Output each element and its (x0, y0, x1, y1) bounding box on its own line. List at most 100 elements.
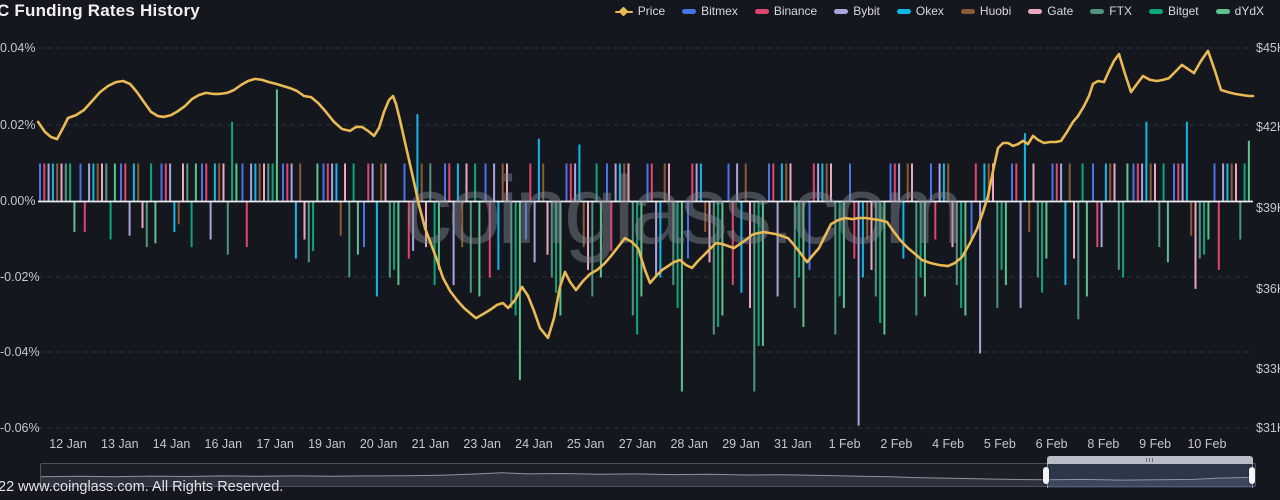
funding-bar (1162, 163, 1165, 202)
legend-item-okex[interactable]: Okex (896, 4, 944, 18)
legend-item-bitmex[interactable]: Bitmex (682, 4, 738, 18)
funding-bar (808, 201, 811, 270)
funding-bar (412, 201, 415, 251)
funding-bar (1185, 121, 1188, 202)
navigator-move-handle[interactable] (1047, 456, 1253, 464)
funding-bar (1141, 163, 1144, 202)
funding-bar (1085, 201, 1088, 297)
funding-bar (731, 201, 734, 286)
legend: Price Bitmex Binance Bybit Okex Huobi Gate FTX B… (614, 4, 1264, 18)
funding-bar (627, 163, 630, 202)
funding-bar (780, 163, 783, 202)
navigator-area-chart (41, 472, 1255, 486)
funding-bar (478, 201, 481, 297)
legend-item-huobi[interactable]: Huobi (960, 4, 1011, 18)
legend-item-bybit[interactable]: Bybit (834, 4, 880, 18)
funding-bar (286, 163, 289, 202)
y-axis-label: -0.02% (0, 270, 40, 284)
funding-bar (992, 163, 994, 202)
funding-bar (150, 163, 153, 202)
funding-bar (712, 201, 715, 335)
y-axis-label: 0.04% (0, 41, 36, 55)
x-axis-label: 17 Jan (256, 437, 294, 451)
funding-bar (529, 163, 532, 202)
series-swatch-icon (960, 8, 975, 14)
datazoom-navigator[interactable] (40, 456, 1256, 488)
x-axis-label: 4 Feb (932, 437, 965, 451)
funding-bar (1051, 163, 1054, 202)
funding-bar (1226, 163, 1229, 202)
funding-bar (226, 201, 229, 255)
funding-bar (1023, 133, 1026, 202)
funding-bar (437, 201, 440, 270)
funding-bar (132, 163, 135, 202)
funding-bar (403, 163, 406, 202)
funding-bar (919, 201, 922, 278)
funding-bar (830, 163, 832, 202)
legend-item-binance[interactable]: Binance (754, 4, 817, 18)
legend-item-ftx[interactable]: FTX (1090, 4, 1132, 18)
funding-bar (546, 201, 549, 255)
funding-bar (699, 163, 702, 202)
funding-bar (757, 201, 760, 346)
funding-bar (951, 201, 954, 248)
funding-bar (618, 163, 621, 202)
x-axis-label: 6 Feb (1035, 437, 1068, 451)
navigator-right-handle[interactable] (1248, 467, 1255, 484)
legend-label: Bitget (1167, 4, 1199, 18)
funding-bar (614, 163, 617, 202)
funding-bar (452, 201, 455, 286)
funding-bar (241, 163, 244, 202)
funding-bar (587, 201, 589, 270)
legend-item-bitget[interactable]: Bitget (1148, 4, 1199, 18)
funding-bar (1122, 201, 1125, 278)
funding-bar (73, 201, 76, 232)
page-title: C Funding Rates History (0, 1, 200, 20)
funding-bar (721, 201, 724, 316)
funding-bar (510, 201, 513, 308)
funding-bar (344, 163, 346, 202)
y-axis-label: $45K (1256, 41, 1280, 55)
funding-bar (817, 163, 820, 202)
x-axis-label: 12 Jan (49, 437, 87, 451)
legend-item-price[interactable]: Price (614, 4, 665, 18)
funding-bar (113, 163, 116, 202)
funding-bar (177, 201, 180, 225)
funding-bar (898, 163, 901, 202)
funding-bar (636, 201, 639, 335)
funding-bar (1000, 201, 1003, 270)
funding-bar (231, 121, 234, 202)
main-chart-svg[interactable]: coinglass.com (0, 0, 1280, 455)
x-axis-label: 25 Jan (566, 437, 605, 451)
y-axis-label: -0.06% (0, 421, 40, 435)
funding-bar (565, 163, 568, 202)
funding-bar (397, 201, 400, 286)
funding-bar (1194, 201, 1197, 289)
funding-bar (849, 163, 851, 202)
funding-bar (429, 163, 432, 202)
x-axis-label: 20 Jan (359, 437, 398, 451)
funding-bar (708, 201, 711, 263)
funding-bar (960, 201, 963, 308)
funding-bar (182, 163, 184, 202)
funding-bar (1055, 163, 1058, 202)
funding-bar (488, 201, 491, 278)
legend-item-dydx[interactable]: dYdX (1215, 4, 1264, 18)
funding-bar (407, 201, 410, 259)
funding-bar (691, 163, 694, 202)
y-axis-label: $42K (1256, 120, 1280, 134)
funding-bar (83, 201, 86, 232)
x-axis-label: 19 Jan (308, 437, 346, 451)
funding-bar (190, 201, 193, 248)
funding-bar (367, 163, 370, 202)
navigator-left-handle[interactable] (1043, 467, 1050, 484)
legend-item-gate[interactable]: Gate (1028, 4, 1073, 18)
funding-bar (1109, 163, 1112, 202)
navigator-selected-range[interactable] (1047, 456, 1253, 488)
funding-bar (335, 163, 338, 202)
funding-bar (1019, 201, 1022, 308)
funding-bar (267, 163, 270, 202)
funding-bar (356, 201, 359, 255)
funding-bar (533, 201, 536, 263)
